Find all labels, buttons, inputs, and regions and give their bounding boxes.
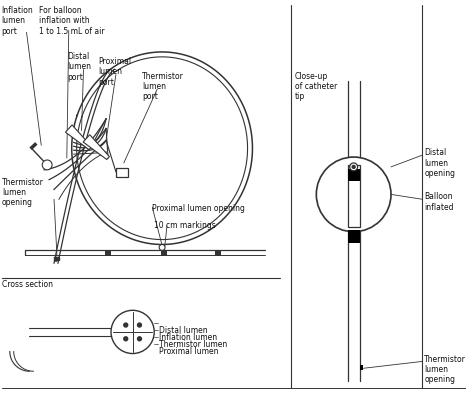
Circle shape [159, 245, 165, 250]
Bar [161, 251, 167, 256]
Text: Proximal
lumen
port: Proximal lumen port [98, 57, 131, 87]
Bar [215, 251, 221, 256]
Circle shape [137, 337, 141, 341]
Text: Inflation
lumen
port: Inflation lumen port [1, 6, 33, 36]
Bar [348, 230, 360, 243]
Circle shape [111, 310, 154, 354]
Bar [105, 251, 111, 256]
Circle shape [124, 323, 128, 327]
Circle shape [350, 163, 357, 171]
Text: Thermistor lumen: Thermistor lumen [159, 340, 228, 349]
Bar [360, 365, 364, 370]
Polygon shape [65, 125, 91, 150]
Text: 10 cm markings: 10 cm markings [154, 221, 216, 230]
Text: Inflation lumen: Inflation lumen [159, 333, 217, 342]
Text: Distal lumen: Distal lumen [159, 326, 208, 335]
Bar [348, 165, 360, 227]
Bar [116, 168, 128, 177]
Text: Close-up
of catheter
tip: Close-up of catheter tip [295, 71, 337, 102]
Text: Thermistor
lumen
port: Thermistor lumen port [143, 71, 184, 102]
Circle shape [124, 337, 128, 341]
Circle shape [42, 160, 52, 170]
Text: Thermistor
lumen
opening: Thermistor lumen opening [2, 178, 44, 207]
Bar [54, 257, 59, 260]
Polygon shape [83, 135, 109, 160]
Bar [348, 169, 360, 181]
Text: Balloon
inflated: Balloon inflated [424, 192, 454, 212]
Text: Distal
lumen
port: Distal lumen port [67, 52, 91, 82]
Text: Thermistor
lumen
opening: Thermistor lumen opening [424, 355, 466, 384]
Text: Cross section: Cross section [2, 280, 53, 289]
Circle shape [316, 157, 391, 232]
Circle shape [352, 166, 355, 168]
Circle shape [137, 323, 141, 327]
Text: Proximal lumen opening: Proximal lumen opening [152, 204, 245, 213]
Text: Distal
lumen
opening: Distal lumen opening [424, 148, 456, 178]
Text: Proximal lumen: Proximal lumen [159, 347, 219, 356]
Text: For balloon
inflation with
1 to 1.5 mL of air: For balloon inflation with 1 to 1.5 mL o… [39, 6, 105, 36]
